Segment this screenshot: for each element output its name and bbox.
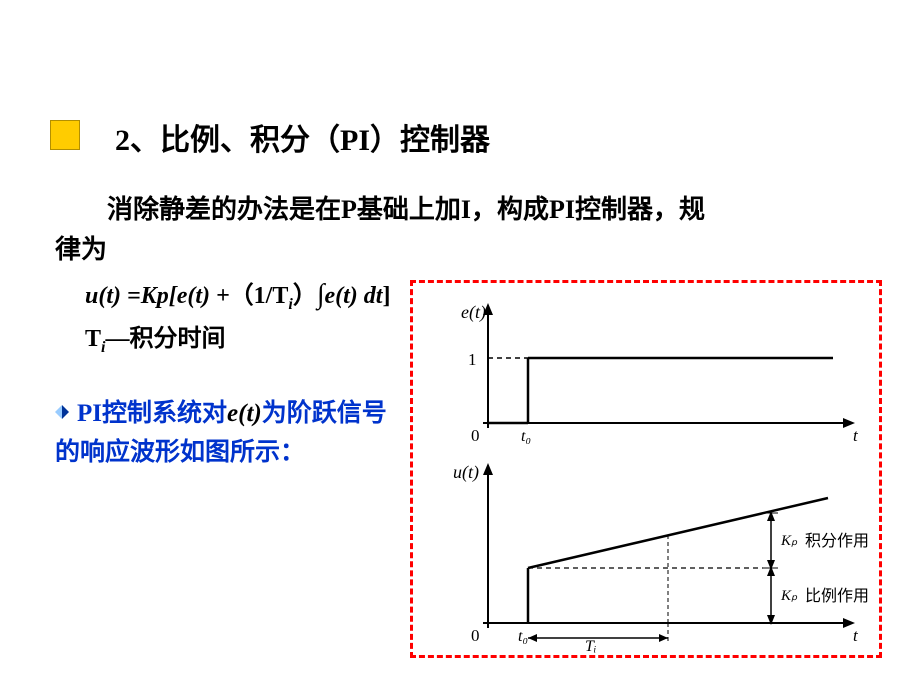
- bullet-e: e: [227, 400, 238, 427]
- bot-ylabel: u(t): [453, 462, 479, 483]
- bottom-chart: u(t) 0 t₀ t Tᵢ Kₚ 积分作用 Kₚ 比例作用: [453, 462, 869, 653]
- formula-u: u: [85, 283, 98, 309]
- paragraph-line-1: 消除静差的办法是在P基础上加I，构成PI控制器，规: [55, 190, 865, 229]
- top-origin: 0: [471, 426, 480, 445]
- title-bullet-square: [50, 120, 80, 150]
- bullet-text: PI控制系统对e(t)为阶跃信号 的响应波形如图所示：: [77, 395, 387, 473]
- formula-paren-close: ）: [293, 283, 317, 309]
- paragraph-line-2: 律为: [55, 230, 865, 269]
- bot-kp2: Kₚ: [780, 588, 798, 604]
- section-title: 2、比例、积分（PI）控制器: [115, 115, 490, 159]
- section-title-row: 2、比例、积分（PI）控制器: [50, 115, 490, 159]
- bullet-seg2: 为阶跃信号: [262, 400, 387, 427]
- formula-after-int: e(t) dt: [324, 283, 382, 309]
- formula-paren-open: （: [230, 283, 254, 309]
- top-xlabel: t: [853, 426, 859, 445]
- bot-prop-label: 比例作用: [805, 587, 869, 605]
- formula: u(t) =Kp[e(t) +（1/Ti）∫e(t) dt]: [85, 275, 390, 314]
- bot-kp1: Kₚ: [780, 533, 798, 549]
- formula-oneover: 1/T: [254, 283, 289, 309]
- top-t0: t₀: [521, 428, 531, 445]
- response-charts: e(t) 1 0 t₀ t: [433, 293, 873, 653]
- bullet-seg1: PI控制系统对: [77, 400, 227, 427]
- bot-int-label: 积分作用: [805, 532, 869, 550]
- bot-ti: Tᵢ: [585, 638, 596, 653]
- formula-close: ]: [382, 283, 390, 309]
- top-one: 1: [468, 350, 477, 369]
- top-chart: e(t) 1 0 t₀ t: [461, 302, 859, 445]
- formula-part1: (t) =Kp[e(t) +: [98, 283, 229, 309]
- bot-xlabel: t: [853, 626, 859, 645]
- ti-definition: Ti—积分时间: [85, 318, 225, 357]
- figure-container: e(t) 1 0 t₀ t: [410, 280, 882, 658]
- bot-origin: 0: [471, 626, 480, 645]
- bullet-paragraph: PI控制系统对e(t)为阶跃信号 的响应波形如图所示：: [55, 395, 405, 473]
- bot-t0: t₀: [518, 628, 528, 645]
- bullet-line2: 的响应波形如图所示：: [55, 434, 305, 473]
- bullet-t: (t): [238, 400, 262, 427]
- ti-T: T: [85, 326, 101, 352]
- ti-rest: —积分时间: [105, 326, 225, 352]
- diamond-bullet-icon: [55, 405, 69, 419]
- top-ylabel: e(t): [461, 302, 486, 323]
